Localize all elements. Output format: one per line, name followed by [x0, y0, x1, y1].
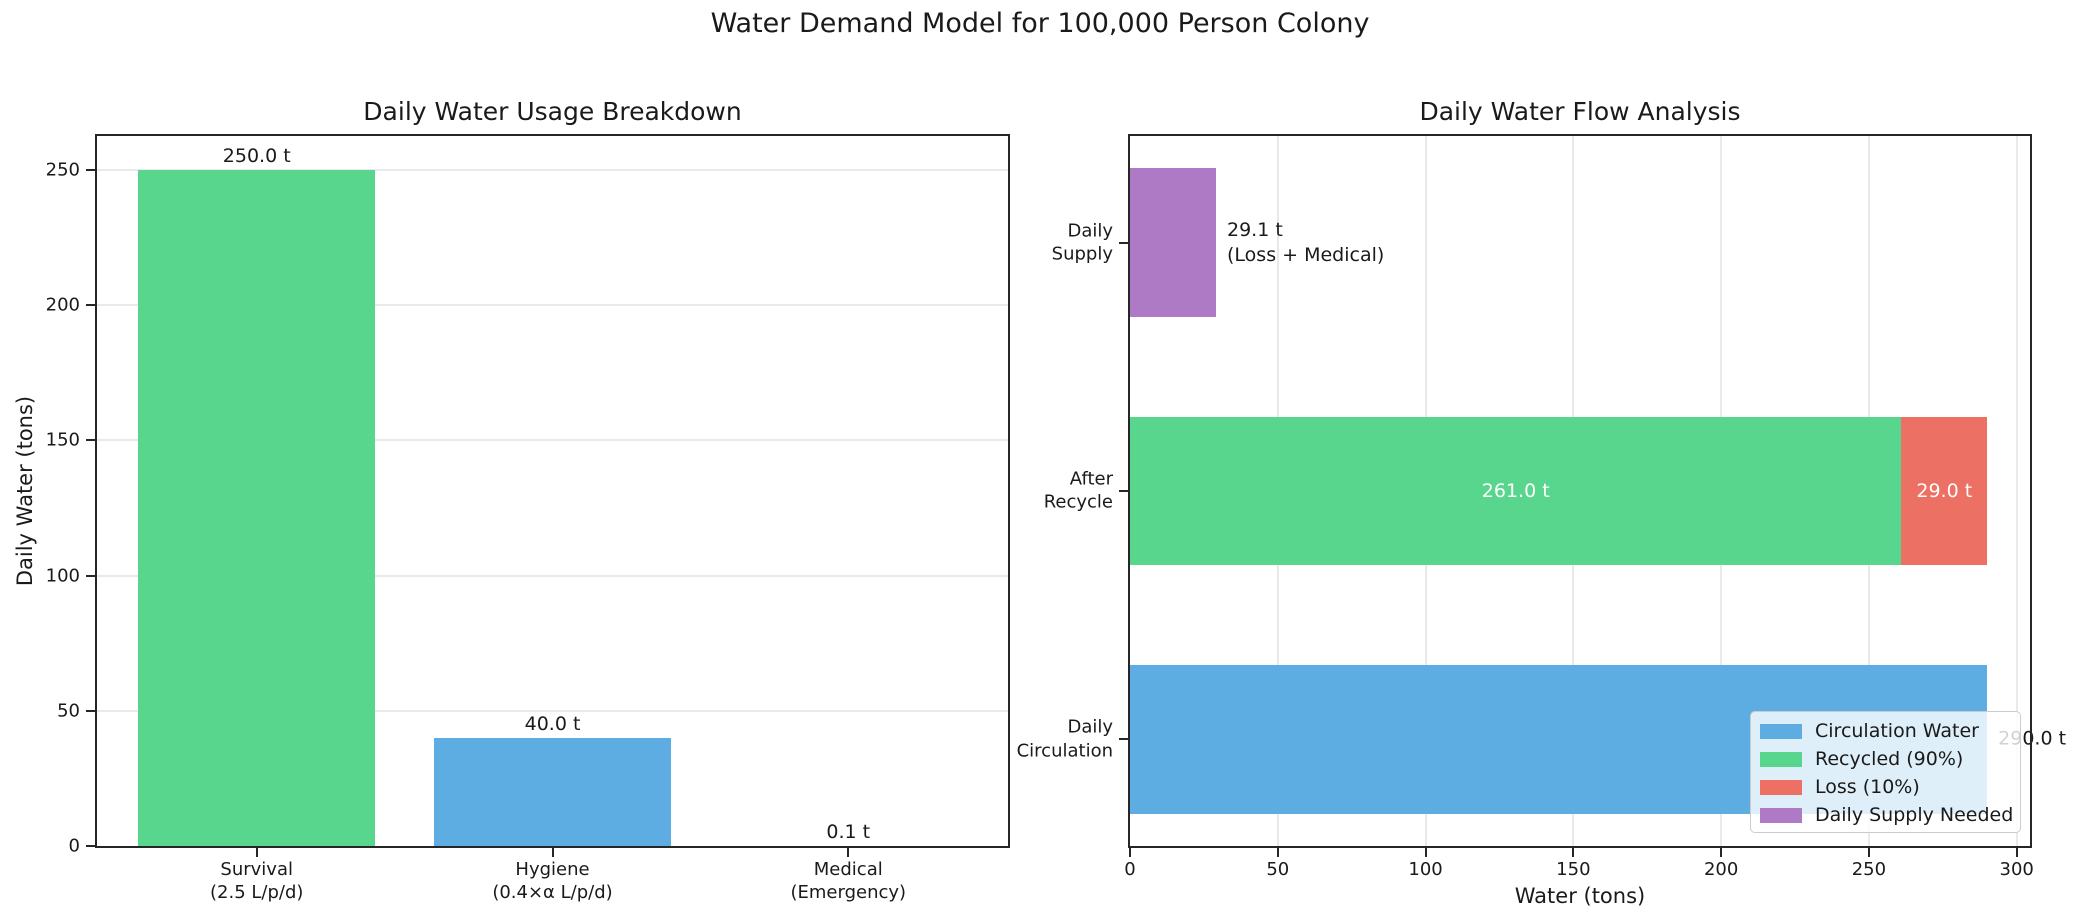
- left-chart-y-axis-label: Daily Water (tons): [13, 395, 37, 587]
- legend-item: Loss (10%): [1760, 773, 2020, 801]
- x-tick-mark: [1129, 848, 1131, 857]
- y-category-label: Daily Circulation: [1016, 716, 1113, 762]
- gridline: [2015, 136, 2018, 846]
- legend-item: Daily Supply Needed: [1760, 801, 2020, 829]
- y-tick-label: 0: [68, 835, 80, 857]
- gridline: [97, 168, 1008, 171]
- x-tick-label: 300: [1999, 859, 2034, 880]
- y-category-label: Daily Supply: [1051, 220, 1113, 265]
- y-tick-mark: [86, 168, 95, 171]
- x-tick-mark: [847, 848, 850, 857]
- x-tick-mark: [255, 848, 258, 857]
- gridline: [97, 574, 1008, 577]
- bar-value-label: 0.1 t: [826, 820, 871, 843]
- y-tick-mark: [1119, 738, 1128, 741]
- x-tick-label: 250: [1851, 859, 1887, 880]
- y-tick-label: 250: [45, 159, 80, 181]
- x-category-label: Medical (Emergency): [790, 859, 907, 904]
- gridline: [97, 709, 1008, 712]
- x-tick-mark: [1572, 848, 1575, 857]
- y-category-label: After Recycle: [1043, 468, 1113, 513]
- y-tick-mark: [86, 304, 95, 307]
- legend-swatch: [1760, 807, 1802, 823]
- bar-segment-daily-supply: [1130, 168, 1216, 318]
- x-tick-label: 0: [1124, 859, 1136, 880]
- x-tick-label: 100: [1408, 859, 1443, 880]
- bar-segment-after-recycle: [1901, 416, 1988, 566]
- figure-suptitle: Water Demand Model for 100,000 Person Co…: [710, 8, 1370, 39]
- y-tick-mark: [86, 439, 95, 442]
- x-category-label: Hygiene (0.4×α L/p/d): [492, 859, 613, 904]
- left-chart-title: Daily Water Usage Breakdown: [363, 97, 742, 126]
- legend-label: Recycled (90%): [1815, 748, 1964, 770]
- right-chart-x-axis-label: Water (tons): [1514, 884, 1646, 908]
- legend-swatch: [1760, 751, 1802, 767]
- gridline: [97, 304, 1008, 307]
- bar-hygiene: [434, 737, 671, 846]
- legend-label: Daily Supply Needed: [1815, 804, 2014, 826]
- legend-item: Circulation Water: [1760, 717, 2020, 745]
- y-tick-mark: [1119, 490, 1128, 492]
- segment-value-label: 29.0 t: [1916, 480, 1973, 502]
- x-tick-mark: [1276, 848, 1279, 857]
- legend: Circulation Water Recycled (90%) Loss (10%…: [1750, 711, 2021, 833]
- bar-annotation: 29.1 t (Loss + Medical): [1227, 218, 1385, 266]
- bar-segment-after-recycle: [1130, 416, 1902, 566]
- x-tick-mark: [1424, 848, 1427, 857]
- x-tick-label: 50: [1266, 859, 1290, 880]
- y-tick-mark: [1119, 241, 1128, 244]
- legend-swatch: [1760, 779, 1802, 795]
- legend-item: Recycled (90%): [1760, 745, 2020, 773]
- y-tick-label: 50: [57, 700, 80, 722]
- x-tick-mark: [2015, 848, 2018, 857]
- y-tick-label: 100: [45, 564, 80, 586]
- x-tick-mark: [1720, 848, 1723, 857]
- x-tick-mark: [1867, 848, 1870, 857]
- legend-label: Loss (10%): [1815, 776, 1920, 798]
- right-chart-plot-border: [1128, 134, 2032, 848]
- bar-survival: [138, 169, 376, 846]
- left-chart-plot-border: [95, 134, 1010, 848]
- bar-value-label: 250.0 t: [222, 144, 291, 167]
- segment-value-label: 261.0 t: [1481, 480, 1550, 502]
- y-tick-mark: [86, 709, 95, 712]
- right-chart-title: Daily Water Flow Analysis: [1419, 97, 1741, 126]
- gridline: [97, 439, 1008, 442]
- y-tick-label: 150: [45, 429, 80, 451]
- x-tick-label: 200: [1703, 859, 1739, 880]
- y-tick-mark: [86, 845, 95, 847]
- x-tick-label: 150: [1556, 859, 1591, 880]
- legend-label: Circulation Water: [1815, 720, 1979, 742]
- legend-swatch: [1760, 723, 1802, 739]
- x-tick-mark: [551, 848, 554, 857]
- x-category-label: Survival (2.5 L/p/d): [210, 859, 304, 904]
- y-tick-mark: [86, 574, 95, 577]
- y-tick-label: 200: [45, 294, 80, 316]
- bar-value-label: 40.0 t: [524, 712, 581, 735]
